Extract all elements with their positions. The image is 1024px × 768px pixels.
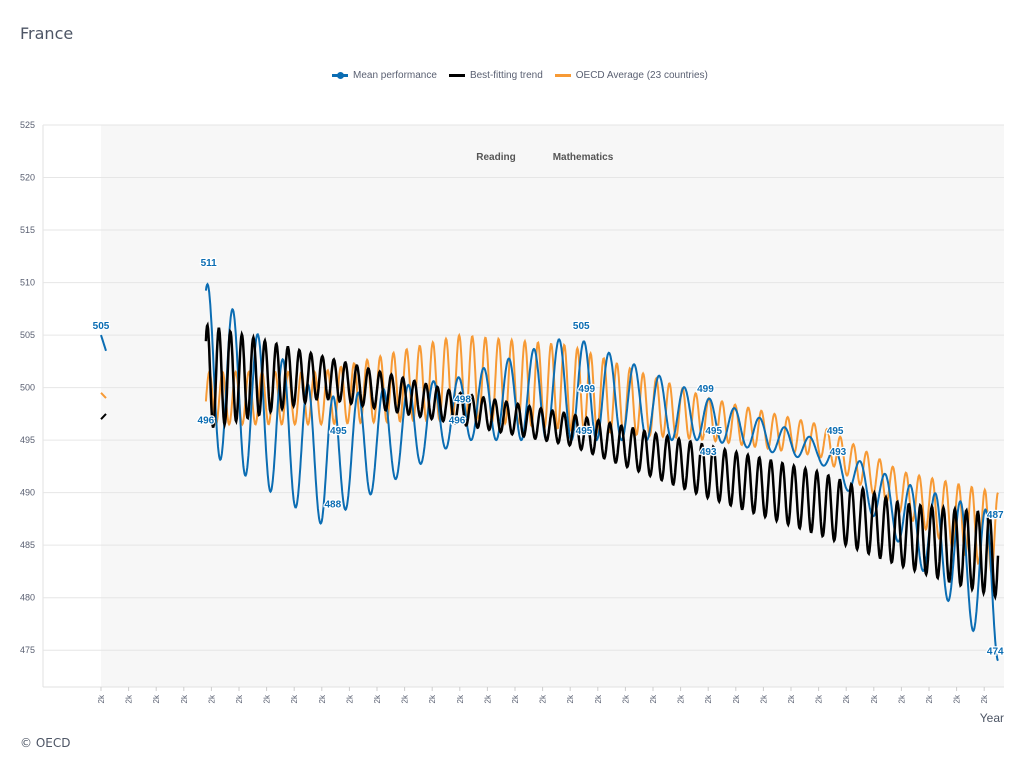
- x-axis-label: Year: [980, 711, 1004, 725]
- x-tick-label: 2k: [842, 694, 851, 703]
- x-tick-label: 2k: [539, 694, 548, 703]
- x-tick-label: 2k: [483, 694, 492, 703]
- data-label: 496: [449, 416, 466, 427]
- section-label-mathematics: Mathematics: [553, 152, 614, 163]
- data-label: 493: [830, 447, 847, 458]
- x-tick-label: 2k: [649, 694, 658, 703]
- y-tick-label: 505: [20, 330, 35, 340]
- legend-label: OECD Average (23 countries): [575, 70, 708, 81]
- data-label: 495: [576, 426, 593, 437]
- x-tick-label: 2k: [511, 694, 520, 703]
- data-label: 495: [827, 426, 844, 437]
- x-tick-label: 2k: [925, 694, 934, 703]
- x-tick-label: 2k: [263, 694, 272, 703]
- legend-label: Best-fitting trend: [469, 70, 543, 81]
- legend-item-trend[interactable]: Best-fitting trend: [448, 70, 543, 81]
- x-tick-label: 2k: [97, 694, 106, 703]
- y-tick-label: 475: [20, 645, 35, 655]
- data-label: 499: [697, 384, 714, 395]
- x-tick-label: 2k: [125, 694, 134, 703]
- series-mean-performance: [204, 282, 999, 662]
- x-tick-label: 2k: [759, 694, 768, 703]
- line-dot-icon: [332, 71, 348, 79]
- series-mean-performance-start: [100, 334, 107, 352]
- x-tick-label: 2k: [373, 694, 382, 703]
- section-label-reading: Reading: [476, 152, 515, 163]
- chart-title: France: [20, 24, 74, 43]
- y-tick-label: 525: [20, 120, 35, 130]
- series-trend-start: [100, 413, 107, 420]
- x-tick-label: 2k: [897, 694, 906, 703]
- x-tick-label: 2k: [428, 694, 437, 703]
- y-tick-label: 480: [20, 593, 35, 603]
- line-icon: [448, 74, 465, 77]
- x-tick-label: 2k: [401, 694, 410, 703]
- data-label: 488: [324, 500, 341, 511]
- x-tick-label: 2k: [870, 694, 879, 703]
- x-tick-label: 2k: [594, 694, 603, 703]
- series-best-fitting-trend: [204, 321, 1000, 601]
- line-icon: [554, 74, 571, 77]
- x-tick-label: 2k: [207, 694, 216, 703]
- legend: Mean performance Best-fitting trend OECD…: [332, 70, 708, 81]
- data-label: 496: [198, 416, 215, 427]
- y-tick-label: 510: [20, 278, 35, 288]
- x-tick-label: 2k: [732, 694, 741, 703]
- series-oecd-average-start: [100, 392, 107, 399]
- x-tick-label: 2k: [290, 694, 299, 703]
- y-tick-label: 490: [20, 488, 35, 498]
- x-tick-label: 2k: [787, 694, 796, 703]
- x-tick-label: 2k: [456, 694, 465, 703]
- data-label: 511: [201, 258, 218, 269]
- x-tick-label: 2k: [953, 694, 962, 703]
- x-tick-label: 2k: [621, 694, 630, 703]
- data-label: 499: [578, 384, 595, 395]
- y-tick-label: 515: [20, 225, 35, 235]
- data-label: 505: [93, 321, 110, 332]
- x-tick-label: 2k: [980, 694, 989, 703]
- legend-item-mean-performance[interactable]: Mean performance: [332, 70, 437, 81]
- data-label: 498: [454, 395, 471, 406]
- x-tick-label: 2k: [815, 694, 824, 703]
- y-tick-label: 495: [20, 435, 35, 445]
- data-label: 495: [330, 426, 347, 437]
- legend-label: Mean performance: [353, 70, 437, 81]
- data-label: 505: [573, 321, 590, 332]
- x-tick-label: 2k: [180, 694, 189, 703]
- data-label: 493: [700, 447, 717, 458]
- x-tick-label: 2k: [566, 694, 575, 703]
- x-tick-label: 2k: [318, 694, 327, 703]
- footer-copyright: © OECD: [20, 736, 71, 750]
- y-tick-label: 500: [20, 383, 35, 393]
- x-tick-label: 2k: [704, 694, 713, 703]
- x-tick-label: 2k: [677, 694, 686, 703]
- x-tick-label: 2k: [235, 694, 244, 703]
- data-label: 474: [987, 647, 1004, 658]
- data-label: 495: [705, 426, 722, 437]
- x-tick-label: 2k: [345, 694, 354, 703]
- data-label: 487: [987, 510, 1004, 521]
- y-tick-label: 520: [20, 173, 35, 183]
- x-tick-label: 2k: [152, 694, 161, 703]
- legend-item-oecd-average[interactable]: OECD Average (23 countries): [554, 70, 708, 81]
- y-tick-label: 485: [20, 540, 35, 550]
